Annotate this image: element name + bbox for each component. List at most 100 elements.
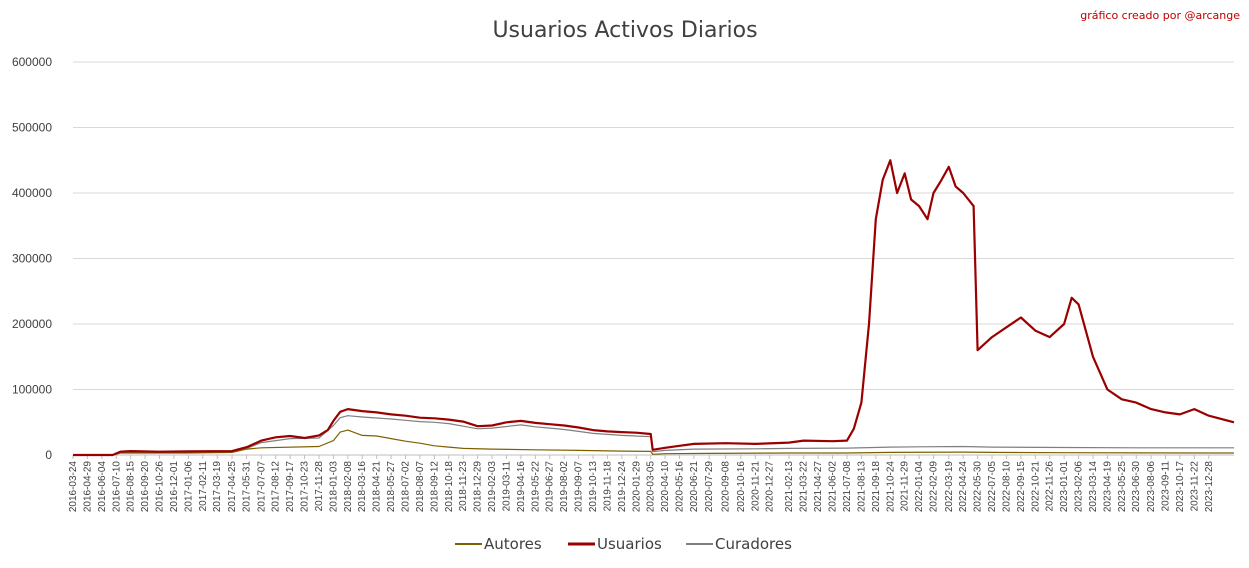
x-tick-label: 2020-03-05 (646, 461, 657, 513)
x-tick-label: 2019-05-22 (530, 461, 541, 513)
x-tick-label: 2022-07-05 (987, 461, 998, 513)
x-tick-label: 2017-05-31 (241, 461, 252, 513)
x-tick-label: 2020-11-21 (750, 461, 761, 512)
x-tick-label: 2022-09-15 (1016, 461, 1027, 513)
x-tick-label: 2019-06-27 (545, 461, 556, 513)
x-tick-label: 2017-01-06 (183, 461, 194, 513)
x-tick-label: 2023-03-14 (1088, 461, 1099, 513)
x-tick-label: 2018-12-29 (473, 461, 484, 513)
x-tick-label: 2020-12-27 (765, 461, 776, 513)
x-tick-label: 2018-04-21 (372, 461, 383, 513)
x-tick-label: 2022-02-09 (929, 461, 940, 513)
x-tick-label: 2021-02-13 (784, 461, 795, 513)
legend: Autores Usuarios Curadores (455, 535, 792, 553)
x-tick-label: 2019-03-11 (501, 461, 512, 512)
x-tick-label: 2022-08-10 (1001, 461, 1012, 513)
y-tick-label: 400000 (12, 186, 52, 200)
x-tick-label: 2020-10-16 (736, 461, 747, 513)
x-tick-label: 2018-01-03 (328, 461, 339, 513)
x-tick-label: 2022-11-26 (1045, 461, 1056, 512)
x-tick-label: 2018-03-16 (357, 461, 368, 513)
x-tick-label: 2017-11-28 (314, 461, 325, 512)
legend-label-curadores: Curadores (715, 535, 792, 553)
x-tick-label: 2017-02-11 (198, 461, 209, 512)
x-tick-label: 2022-05-30 (973, 461, 984, 513)
x-tick-label: 2017-08-12 (271, 461, 282, 513)
x-tick-label: 2021-07-08 (842, 461, 853, 513)
x-tick-label: 2020-05-16 (675, 461, 686, 513)
x-tick-label: 2020-06-21 (689, 461, 700, 513)
x-tick-label: 2018-07-02 (401, 461, 412, 513)
x-tick-label: 2017-04-25 (227, 461, 238, 513)
chart-title: Usuarios Activos Diarios (492, 18, 757, 43)
x-tick-label: 2016-08-15 (126, 461, 137, 513)
x-tick-label: 2021-09-18 (871, 461, 882, 513)
x-tick-label: 2019-08-02 (559, 461, 570, 513)
legend-label-autores: Autores (484, 535, 542, 553)
x-tick-label: 2023-08-06 (1146, 461, 1157, 513)
x-tick-label: 2016-04-29 (82, 461, 93, 513)
x-tick-label: 2022-03-19 (944, 461, 955, 513)
x-tick-label: 2020-07-29 (704, 461, 715, 513)
series-line-curadores (73, 415, 1234, 456)
x-tick-label: 2018-02-08 (343, 461, 354, 513)
series-lines (73, 159, 1235, 457)
x-tick-label: 2018-09-12 (429, 461, 440, 513)
y-tick-label: 500000 (12, 121, 52, 135)
grid (73, 61, 1234, 456)
x-tick-label: 2016-03-24 (68, 461, 79, 513)
x-tick-label: 2023-01-01 (1059, 461, 1070, 513)
x-tick-label: 2020-01-29 (631, 461, 642, 513)
x-tick-label: 2016-09-20 (140, 461, 151, 513)
x-tick-label: 2022-01-04 (914, 461, 925, 513)
y-tick-label: 300000 (12, 252, 52, 266)
y-axis-ticks: 0 100000 200000 300000 400000 500000 600000 (12, 55, 52, 462)
x-tick-label: 2017-03-19 (212, 461, 223, 513)
x-tick-label: 2021-03-22 (799, 461, 810, 513)
y-tick-label: 0 (45, 448, 52, 462)
x-tick-label: 2021-11-29 (900, 461, 911, 512)
x-tick-label: 2019-10-13 (588, 461, 599, 513)
x-tick-label: 2021-10-24 (885, 461, 896, 513)
x-tick-label: 2019-02-03 (487, 461, 498, 513)
x-tick-label: 2018-11-23 (458, 461, 469, 512)
x-tick-label: 2019-11-18 (602, 461, 613, 512)
x-tick-label: 2021-06-02 (828, 461, 839, 513)
x-tick-label: 2016-07-10 (111, 461, 122, 513)
x-tick-label: 2017-09-17 (285, 461, 296, 513)
y-tick-label: 100000 (12, 383, 52, 397)
legend-label-usuarios: Usuarios (597, 535, 662, 553)
x-tick-label: 2023-05-25 (1117, 461, 1128, 513)
x-tick-label: 2021-04-27 (813, 461, 824, 513)
x-tick-label: 2022-10-21 (1030, 461, 1041, 513)
x-tick-label: 2023-12-28 (1204, 461, 1215, 513)
series-line-autores (73, 429, 1234, 456)
series-line-usuarios (73, 159, 1235, 457)
x-tick-label: 2023-04-19 (1102, 461, 1113, 513)
x-tick-label: 2022-04-24 (958, 461, 969, 513)
y-tick-label: 200000 (12, 317, 52, 331)
x-tick-label: 2018-10-18 (444, 461, 455, 513)
x-tick-label: 2023-11-22 (1189, 461, 1200, 512)
x-axis-ticks: 2016-03-24 2016-04-29 2016-06-04 2016-07-10… (68, 455, 1215, 512)
x-tick-label: 2020-09-08 (721, 461, 732, 513)
x-tick-label: 2020-04-10 (660, 461, 671, 513)
x-tick-label: 2019-12-24 (617, 461, 628, 513)
x-tick-label: 2018-05-27 (386, 461, 397, 513)
x-tick-label: 2017-10-23 (300, 461, 311, 513)
x-tick-label: 2016-06-04 (97, 461, 108, 513)
x-tick-label: 2017-07-07 (256, 461, 267, 513)
chart-credit: gráfico creado por @arcange (1080, 9, 1240, 22)
x-tick-label: 2023-09-11 (1160, 461, 1171, 512)
x-tick-label: 2019-09-07 (574, 461, 585, 513)
x-tick-label: 2016-10-26 (155, 461, 166, 513)
x-tick-label: 2016-12-01 (169, 461, 180, 513)
x-tick-label: 2023-10-17 (1175, 461, 1186, 513)
x-tick-label: 2019-04-16 (516, 461, 527, 513)
x-tick-label: 2023-06-30 (1131, 461, 1142, 513)
x-tick-label: 2021-08-13 (856, 461, 867, 513)
x-tick-label: 2018-08-07 (415, 461, 426, 513)
x-tick-label: 2023-02-06 (1074, 461, 1085, 513)
